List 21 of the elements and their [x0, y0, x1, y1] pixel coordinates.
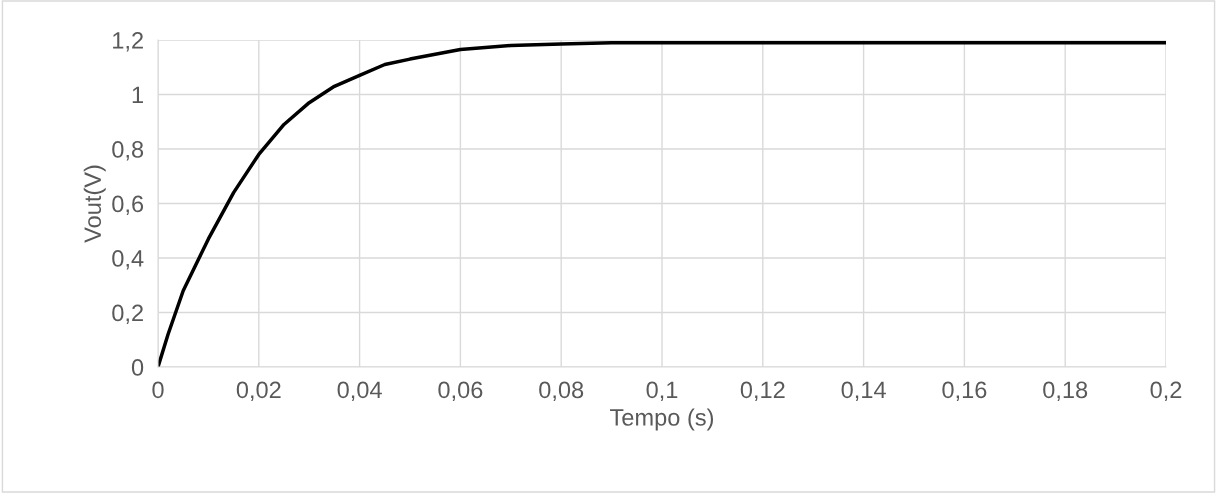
y-tick-label: 0 [131, 359, 144, 376]
x-tick-label: 0,04 [337, 381, 382, 402]
x-tick-label: 0,14 [841, 381, 886, 402]
x-tick-label: 0,02 [236, 381, 281, 402]
line-series [158, 40, 1166, 367]
x-tick-label: 0,06 [438, 381, 483, 402]
y-axis-title: Vout(V) [83, 165, 106, 243]
y-tick-label: 0,2 [112, 304, 143, 325]
x-axis-title: Tempo (s) [610, 408, 714, 431]
x-tick-label: 0 [152, 381, 164, 399]
x-tick-label: 0,12 [740, 381, 785, 402]
x-tick-label: 0,16 [942, 381, 987, 402]
x-tick-label: 0,2 [1150, 381, 1182, 402]
x-tick-label: 0,18 [1043, 381, 1088, 402]
y-tick-label: 1 [132, 86, 143, 104]
y-tick-label: 0,6 [112, 195, 144, 216]
y-tick-label: 0,8 [112, 141, 144, 161]
x-tick-label: 0,08 [539, 381, 584, 402]
y-tick-label: 1,2 [113, 32, 143, 52]
y-tick-label: 0,4 [112, 250, 144, 270]
x-tick-label: 0,1 [646, 381, 678, 402]
